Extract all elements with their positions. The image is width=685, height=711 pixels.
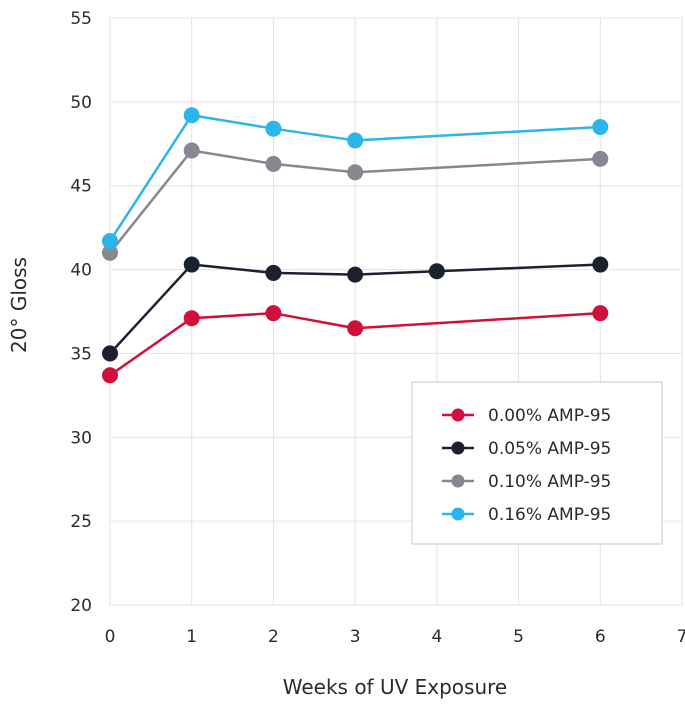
y-tick-label: 40: [70, 261, 92, 281]
data-point: [102, 233, 118, 249]
y-tick-label: 55: [70, 9, 92, 29]
legend-label: 0.00% AMP-95: [488, 406, 611, 426]
x-tick-label: 6: [595, 627, 606, 647]
data-point: [429, 263, 445, 279]
data-point: [265, 121, 281, 137]
data-point: [592, 257, 608, 273]
legend-swatch-marker: [452, 442, 465, 455]
legend-label: 0.10% AMP-95: [488, 472, 611, 492]
x-tick-label: 2: [268, 627, 279, 647]
y-tick-label: 20: [70, 596, 92, 616]
data-point: [347, 267, 363, 283]
y-tick-label: 25: [70, 512, 92, 532]
data-point: [184, 142, 200, 158]
data-point: [347, 164, 363, 180]
x-tick-label: 7: [677, 627, 685, 647]
x-tick-label: 4: [431, 627, 442, 647]
data-point: [592, 151, 608, 167]
legend-swatch-marker: [452, 508, 465, 521]
data-point: [592, 119, 608, 135]
legend-label: 0.16% AMP-95: [488, 505, 611, 525]
data-point: [184, 107, 200, 123]
data-point: [265, 156, 281, 172]
x-tick-label: 3: [350, 627, 361, 647]
y-tick-label: 35: [70, 344, 92, 364]
x-axis-title: Weeks of UV Exposure: [283, 675, 507, 699]
data-point: [265, 265, 281, 281]
y-tick-label: 45: [70, 177, 92, 197]
data-point: [102, 345, 118, 361]
legend: 0.00% AMP-95 0.05% AMP-95 0.10% AMP-95 0.16…: [412, 382, 662, 544]
data-point: [347, 320, 363, 336]
x-tick-label: 0: [105, 627, 116, 647]
data-point: [347, 132, 363, 148]
y-axis-title: 20° Gloss: [7, 257, 31, 353]
legend-label: 0.05% AMP-95: [488, 439, 611, 459]
legend-swatch-marker: [452, 475, 465, 488]
data-point: [592, 305, 608, 321]
data-point: [184, 310, 200, 326]
data-point: [102, 367, 118, 383]
data-point: [184, 257, 200, 273]
y-tick-label: 30: [70, 428, 92, 448]
y-tick-label: 50: [70, 93, 92, 113]
legend-swatch-marker: [452, 409, 465, 422]
x-tick-label: 5: [513, 627, 524, 647]
data-point: [265, 305, 281, 321]
x-tick-label: 1: [186, 627, 197, 647]
